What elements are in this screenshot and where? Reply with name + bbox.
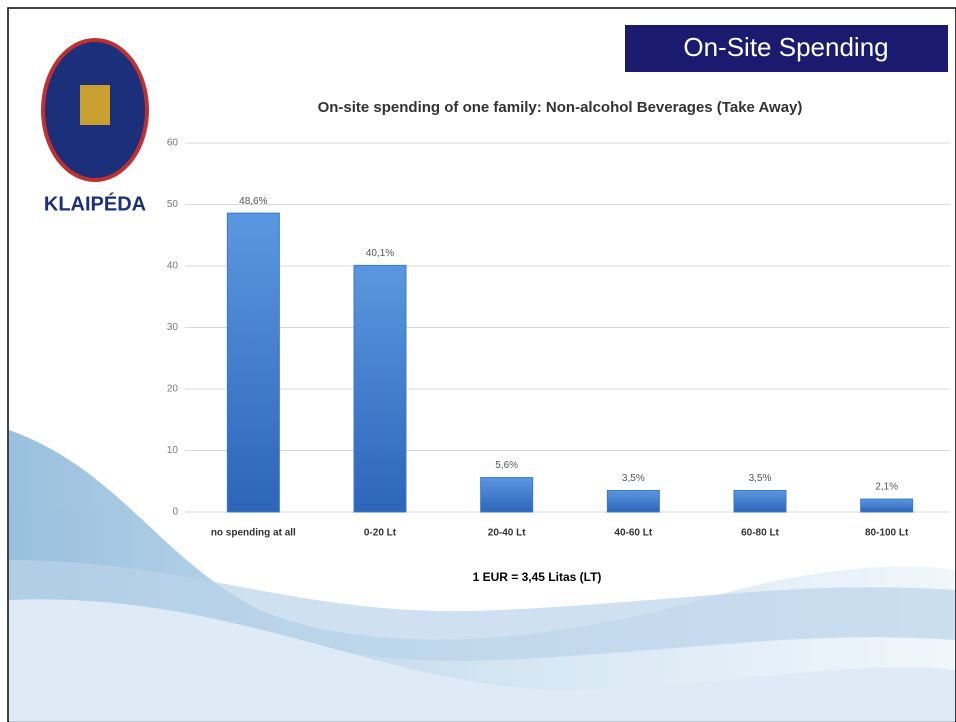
logo-text: KLAIPÉDA (44, 192, 146, 215)
y-tick-label: 60 (167, 138, 179, 149)
bar (480, 477, 534, 513)
y-tick-label: 30 (167, 322, 179, 333)
value-label: 40,1% (366, 248, 394, 259)
chart-title: On-site spending of one family: Non-alco… (318, 99, 803, 116)
y-tick-label: 0 (172, 507, 178, 518)
logo-shield (80, 85, 110, 125)
background-waves (9, 430, 955, 722)
y-tick-label: 40 (167, 261, 179, 272)
bar (860, 498, 914, 513)
bar (353, 264, 407, 513)
x-tick-label: no spending at all (211, 528, 296, 539)
plot: 0 10 20 30 40 50 60 no spending at all 48,6% 0-20… (167, 138, 950, 539)
wave (9, 560, 955, 661)
y-tick-label: 20 (167, 384, 179, 395)
logo: KLAIPÉDA (41, 38, 149, 215)
x-tick-label: 20-40 Lt (488, 528, 526, 539)
y-tick-label: 50 (167, 199, 179, 210)
value-label: 5,6% (495, 460, 518, 471)
wave (9, 599, 955, 722)
x-tick-label: 40-60 Lt (614, 528, 652, 539)
value-label: 48,6% (239, 196, 267, 207)
value-label: 2,1% (875, 482, 898, 493)
x-tick-label: 80-100 Lt (865, 528, 909, 539)
bar (226, 212, 280, 513)
value-label: 3,5% (622, 473, 645, 484)
bar (733, 489, 787, 513)
y-tick-label: 10 (167, 445, 179, 456)
value-label: 3,5% (749, 473, 772, 484)
x-tick-label: 60-80 Lt (741, 528, 779, 539)
header-title: On-Site Spending (683, 32, 888, 62)
bar (606, 489, 660, 513)
x-tick-label: 0-20 Lt (364, 528, 397, 539)
header-box (625, 25, 948, 72)
note: 1 EUR = 3,45 Litas (LT) (473, 570, 602, 584)
